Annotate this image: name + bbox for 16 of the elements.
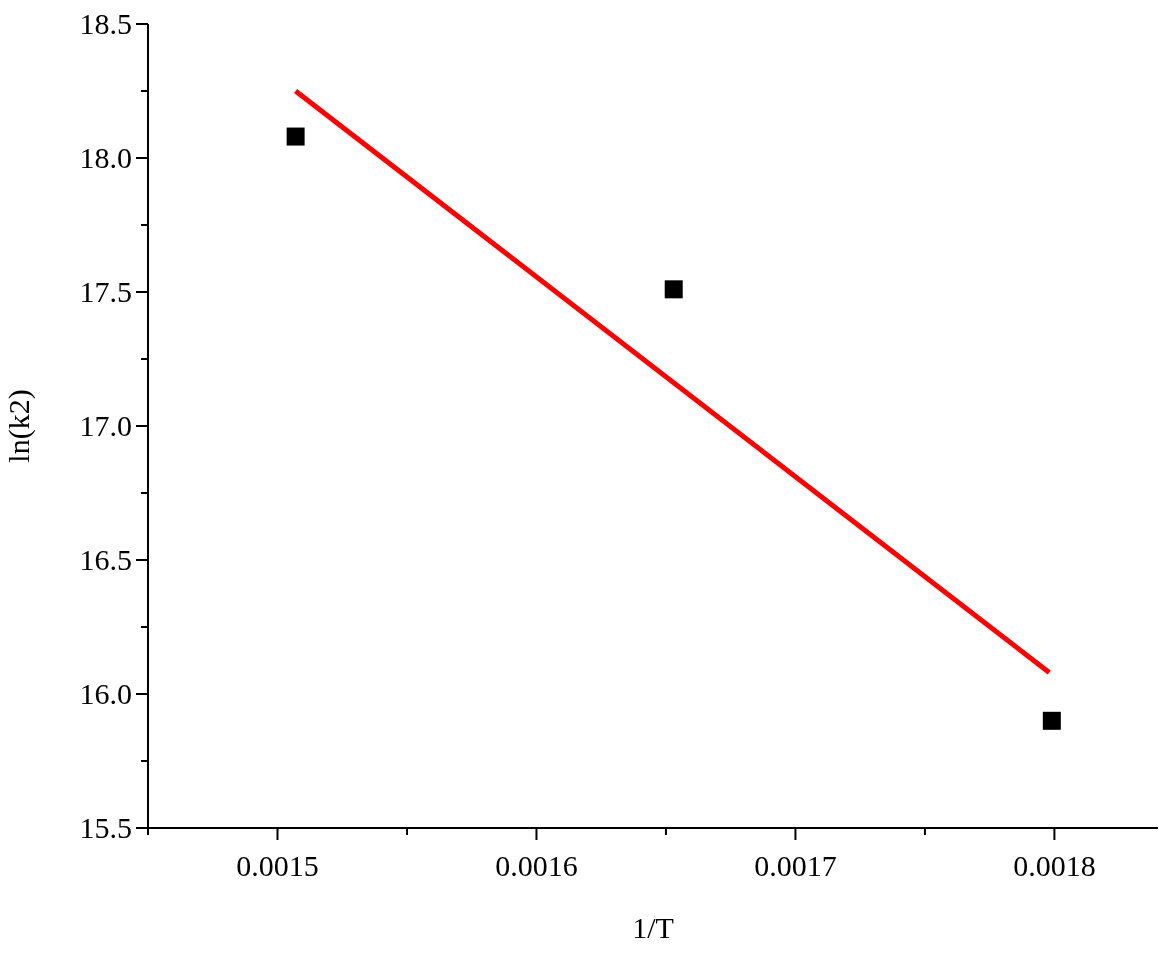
y-tick-label: 18.0 xyxy=(79,141,132,174)
point xyxy=(664,280,683,299)
point xyxy=(286,127,305,146)
point xyxy=(1042,711,1061,730)
x-tick-label: 0.0018 xyxy=(1013,849,1096,882)
y-tick-label: 17.5 xyxy=(79,275,132,308)
y-tick-label: 17.0 xyxy=(79,409,132,442)
y-axis-title: ln(k2) xyxy=(1,389,36,463)
x-tick-label: 0.0015 xyxy=(236,849,319,882)
x-axis-title: 1/T xyxy=(632,911,674,944)
y-tick-label: 16.0 xyxy=(79,677,132,710)
y-tick-label: 18.5 xyxy=(79,7,132,40)
x-tick-label: 0.0017 xyxy=(754,849,837,882)
x-tick-label: 0.0016 xyxy=(495,849,578,882)
y-tick-label: 15.5 xyxy=(79,811,132,844)
y-tick-label: 16.5 xyxy=(79,543,132,576)
